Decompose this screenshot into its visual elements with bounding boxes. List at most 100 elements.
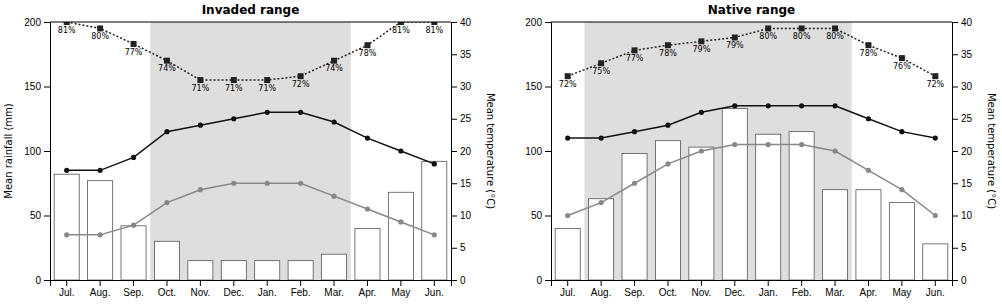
tick: Feb. — [792, 280, 812, 298]
marker — [632, 129, 637, 134]
marker — [331, 58, 337, 64]
bar — [789, 132, 814, 280]
tick-mark — [44, 280, 50, 281]
tick: Jan. — [258, 280, 277, 298]
tick: 200 — [525, 17, 551, 28]
line — [568, 106, 936, 138]
humidity-label: 71% — [191, 84, 209, 93]
tick-mark — [701, 280, 702, 286]
humidity-label: 77% — [125, 48, 143, 57]
tick-label: Aug. — [90, 287, 111, 298]
tick-label: 0 — [460, 275, 466, 286]
bar — [288, 261, 313, 280]
bar — [255, 261, 280, 280]
tick-mark — [901, 280, 902, 286]
humidity-label: 81% — [58, 26, 76, 35]
tick-mark — [667, 280, 668, 286]
tick: May — [391, 280, 410, 298]
tick-label: 0 — [536, 275, 542, 286]
tick-label: 0 — [35, 275, 41, 286]
tick: 5 — [451, 242, 466, 253]
bar — [555, 228, 580, 280]
tick-mark — [567, 280, 568, 286]
marker — [164, 200, 169, 205]
humidity-label: 74% — [325, 64, 343, 73]
humidity-label: 76% — [893, 62, 911, 71]
bar — [54, 174, 79, 280]
frame-line — [50, 22, 451, 23]
marker — [98, 232, 103, 237]
tick-mark — [545, 280, 551, 281]
tick-mark — [44, 87, 50, 88]
humidity-label: 77% — [626, 54, 644, 63]
marker — [698, 38, 704, 44]
marker — [699, 148, 704, 153]
bar — [589, 199, 614, 280]
tick: 200 — [24, 17, 50, 28]
marker — [732, 103, 737, 108]
marker — [799, 25, 805, 31]
tick-label: 50 — [30, 210, 42, 221]
tick-mark — [952, 183, 958, 184]
marker — [598, 60, 604, 66]
marker — [231, 181, 236, 186]
bar — [88, 181, 113, 280]
bar — [622, 154, 647, 280]
tick: 150 — [24, 81, 50, 92]
plot-area — [54, 22, 447, 280]
tick: 50 — [30, 210, 50, 221]
tick: Oct. — [158, 280, 176, 298]
bar — [889, 203, 914, 280]
tick-mark — [400, 280, 401, 286]
marker — [865, 42, 871, 48]
tick-label: Jul. — [59, 287, 75, 298]
tick: 10 — [952, 210, 973, 221]
tick-mark — [44, 151, 50, 152]
tick-label: 15 — [460, 178, 472, 189]
line — [67, 112, 435, 170]
tick-label: 40 — [961, 17, 973, 28]
bar — [689, 147, 714, 280]
bar — [655, 141, 680, 280]
bar — [221, 261, 246, 280]
axis-line — [51, 281, 452, 287]
y-axis: 050100150200 — [24, 17, 50, 286]
humidity-label: 79% — [726, 41, 744, 50]
tick-label: 10 — [460, 210, 472, 221]
tick-mark — [545, 151, 551, 152]
tick-mark — [367, 280, 368, 286]
tick-label: Jan. — [258, 287, 277, 298]
marker — [832, 25, 838, 31]
tick: 30 — [952, 81, 973, 92]
tick-label: 40 — [460, 17, 472, 28]
marker — [565, 213, 570, 218]
marker — [665, 161, 670, 166]
tick: Jul. — [560, 280, 576, 298]
tick-mark — [44, 216, 50, 217]
marker — [565, 136, 570, 141]
tick-label: 15 — [961, 178, 973, 189]
tick: Nov. — [691, 280, 711, 298]
tick: Feb. — [291, 280, 311, 298]
humidity-label: 81% — [392, 26, 410, 35]
shade — [150, 22, 351, 280]
humidity-label: 79% — [692, 45, 710, 54]
marker — [599, 136, 604, 141]
tick-label: 25 — [460, 113, 472, 124]
tick-label: 150 — [525, 81, 542, 92]
marker — [732, 142, 737, 147]
marker — [899, 55, 905, 61]
marker — [98, 168, 103, 173]
tick-label: Mar. — [825, 287, 844, 298]
axis-line — [44, 23, 51, 281]
tick: Mar. — [324, 280, 343, 298]
tick-label: 50 — [531, 210, 543, 221]
marker — [97, 25, 103, 31]
tick-mark — [434, 280, 435, 286]
tick-label: Mar. — [324, 287, 343, 298]
tick: 5 — [952, 242, 967, 253]
tick: 20 — [952, 146, 973, 157]
tick: 0 — [952, 275, 967, 286]
bar — [923, 244, 948, 280]
marker — [799, 142, 804, 147]
